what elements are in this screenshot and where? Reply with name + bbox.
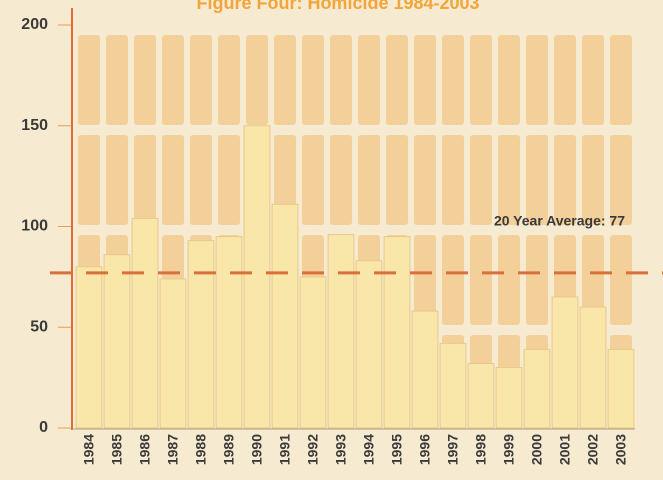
x-tick-label: 1992 — [305, 434, 321, 465]
bar — [271, 203, 299, 429]
background-block — [526, 235, 548, 325]
bar — [383, 236, 411, 429]
background-block — [610, 35, 632, 125]
x-tick-label: 2003 — [613, 434, 629, 465]
bar — [159, 278, 187, 429]
background-block — [162, 35, 184, 125]
bar — [411, 310, 439, 429]
background-block — [554, 35, 576, 125]
background-block — [414, 35, 436, 125]
background-block — [470, 35, 492, 125]
background-block — [246, 35, 268, 125]
bar — [299, 276, 327, 429]
x-tick-label: 1993 — [333, 434, 349, 465]
background-block — [106, 35, 128, 125]
background-block — [386, 135, 408, 225]
x-tick-label: 2002 — [585, 434, 601, 465]
background-block — [414, 235, 436, 325]
background-block — [330, 35, 352, 125]
bar — [467, 363, 495, 429]
x-tick-label: 1987 — [165, 434, 181, 465]
x-tick-label: 2001 — [557, 434, 573, 465]
bar — [75, 266, 103, 429]
bar — [131, 217, 159, 429]
background-block — [386, 35, 408, 125]
background-block — [358, 135, 380, 225]
background-block — [218, 135, 240, 225]
background-block — [498, 235, 520, 325]
background-block — [358, 35, 380, 125]
x-tick-label: 1999 — [501, 434, 517, 465]
average-label: 20 Year Average: 77 — [494, 213, 625, 229]
background-block — [106, 135, 128, 225]
x-tick-label: 1996 — [417, 434, 433, 465]
bar — [607, 348, 635, 429]
background-block — [134, 135, 156, 225]
y-tick-label: 100 — [21, 218, 48, 235]
y-tick-label: 0 — [39, 419, 48, 436]
background-block — [582, 235, 604, 325]
x-tick-label: 1997 — [445, 434, 461, 465]
bar — [355, 260, 383, 429]
x-tick-label: 1984 — [81, 434, 97, 465]
background-block — [134, 35, 156, 125]
background-block — [470, 135, 492, 225]
x-tick-label: 1988 — [193, 434, 209, 465]
x-tick-label: 1989 — [221, 434, 237, 465]
background-block — [526, 135, 548, 225]
background-block — [526, 35, 548, 125]
background-block — [274, 35, 296, 125]
background-block — [610, 235, 632, 325]
background-block — [218, 35, 240, 125]
chart-title: Figure Four: Homicide 1984-2003 — [196, 0, 479, 13]
x-tick-label: 1995 — [389, 434, 405, 465]
bar — [579, 306, 607, 429]
bar — [551, 296, 579, 429]
x-tick-label: 1986 — [137, 434, 153, 465]
background-block — [442, 135, 464, 225]
bar — [243, 125, 271, 429]
background-block — [162, 135, 184, 225]
bar — [327, 234, 355, 429]
background-block — [610, 135, 632, 225]
background-block — [442, 35, 464, 125]
y-tick-label: 50 — [30, 318, 48, 335]
background-block — [554, 135, 576, 225]
background-block — [330, 135, 352, 225]
background-block — [498, 135, 520, 225]
background-block — [470, 235, 492, 325]
background-block — [442, 235, 464, 325]
background-block — [78, 35, 100, 125]
x-tick-label: 1998 — [473, 434, 489, 465]
bar — [103, 254, 131, 429]
y-tick-label: 200 — [21, 16, 48, 33]
bar — [187, 240, 215, 429]
background-block — [190, 35, 212, 125]
background-block — [78, 135, 100, 225]
background-block — [582, 35, 604, 125]
x-tick-label: 2000 — [529, 434, 545, 465]
background-block — [274, 135, 296, 225]
bar — [215, 236, 243, 429]
bar — [523, 348, 551, 429]
x-tick-label: 1990 — [249, 434, 265, 465]
background-block — [414, 135, 436, 225]
x-tick-label: 1994 — [361, 434, 377, 465]
y-tick-label: 150 — [21, 117, 48, 134]
x-tick-label: 1985 — [109, 434, 125, 465]
bar — [439, 342, 467, 429]
background-block — [498, 35, 520, 125]
x-tick-label: 1991 — [277, 434, 293, 465]
bar — [495, 367, 523, 429]
background-block — [302, 135, 324, 225]
background-block — [302, 35, 324, 125]
background-block — [190, 135, 212, 225]
background-block — [582, 135, 604, 225]
